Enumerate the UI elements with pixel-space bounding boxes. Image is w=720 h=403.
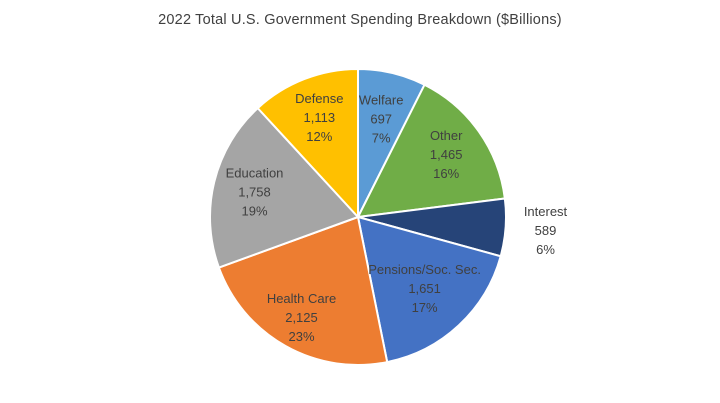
pie-slice-defense [256,68,359,218]
slice-label-pensions-soc-sec-name: Pensions/Soc. Sec. [368,262,481,277]
slice-label-interest-name: Interest [524,204,568,219]
slice-label-welfare-name: Welfare [359,93,404,108]
slice-label-health-care-name: Health Care [267,291,336,306]
slice-label-welfare-percent: 7% [372,131,391,146]
slice-label-education-value: 1,758 [238,184,271,199]
slice-label-defense-percent: 12% [306,129,332,144]
slice-label-education-name: Education [226,165,284,180]
pie-slice-other [357,83,506,218]
slice-label-other-value: 1,465 [430,147,463,162]
slice-label-pensions-soc-sec-value: 1,651 [408,281,441,296]
slice-label-other-percent: 16% [433,166,459,181]
slice-label-interest-value: 589 [535,223,557,238]
slice-label-health-care-percent: 23% [288,329,314,344]
slice-label-education-percent: 19% [241,203,267,218]
slice-label-welfare-value: 697 [370,112,392,127]
chart-title: 2022 Total U.S. Government Spending Brea… [158,12,562,28]
slice-label-other-name: Other [430,128,463,143]
slice-label-pensions-soc-sec-percent: 17% [412,300,438,315]
slice-label-defense-name: Defense [295,91,343,106]
slice-label-defense-value: 1,113 [304,110,336,125]
pie-slice-education [209,107,359,269]
pie-slice-health-care [217,216,389,366]
slice-label-interest-percent: 6% [536,242,555,257]
slice-label-health-care-value: 2,125 [285,310,318,325]
pie-slice-pensions-soc-sec [357,216,502,364]
